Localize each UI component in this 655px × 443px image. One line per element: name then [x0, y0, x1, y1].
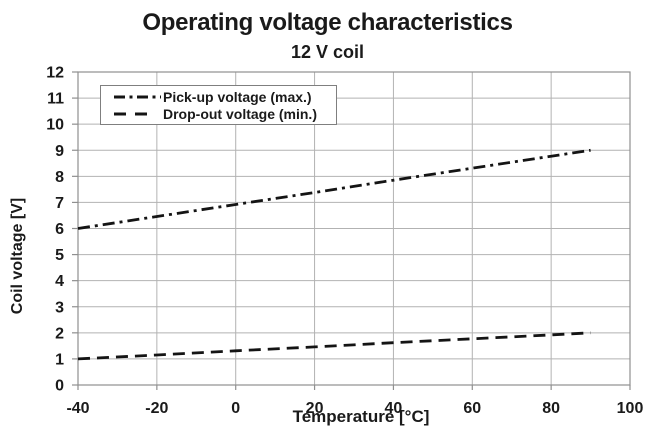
y-tick-label: 3 [55, 299, 64, 316]
legend-item-pickup: Pick-up voltage (max.) [111, 89, 336, 105]
x-axis-title: Temperature [°C] [292, 407, 430, 426]
y-tick-label: 7 [55, 195, 64, 212]
x-tick-label: -20 [145, 400, 168, 417]
series-line-dropout [77, 331, 591, 361]
y-tick-label: 11 [47, 91, 64, 108]
y-tick-label: 8 [55, 169, 64, 186]
legend-label-dropout: Drop-out voltage (min.) [163, 105, 317, 122]
y-tick-label: 6 [55, 221, 64, 238]
y-tick-label: 10 [46, 117, 64, 134]
x-tick-label: 80 [542, 400, 560, 417]
chart-title: Operating voltage characteristics [142, 9, 513, 36]
x-tick-label: 60 [463, 400, 481, 417]
y-tick-label: 5 [55, 247, 64, 264]
dash-dot-line-sample-icon [114, 95, 161, 98]
x-tick-label: -40 [66, 400, 89, 417]
chart-subtitle: 12 V coil [290, 42, 365, 62]
x-tick-label: 0 [231, 400, 240, 417]
y-tick-label: 12 [46, 65, 64, 82]
y-tick-label: 2 [55, 325, 64, 342]
x-tick-label: 20 [306, 400, 324, 417]
y-tick-label: 9 [55, 143, 64, 160]
y-tick-label: 0 [55, 378, 64, 395]
legend-item-dropout: Drop-out voltage (min.) [111, 106, 336, 122]
y-tick-label: 1 [55, 351, 64, 368]
x-tick-label: 100 [617, 400, 644, 417]
legend: Pick-up voltage (max.) Drop-out voltage … [100, 85, 337, 125]
legend-label-pickup: Pick-up voltage (max.) [163, 88, 312, 105]
dashed-line-sample-icon [114, 112, 151, 115]
x-tick-label: 40 [385, 400, 403, 417]
y-tick-label: 4 [55, 273, 64, 290]
series-line-pickup [77, 148, 591, 230]
y-axis-title: Coil voltage [V] [9, 197, 26, 315]
